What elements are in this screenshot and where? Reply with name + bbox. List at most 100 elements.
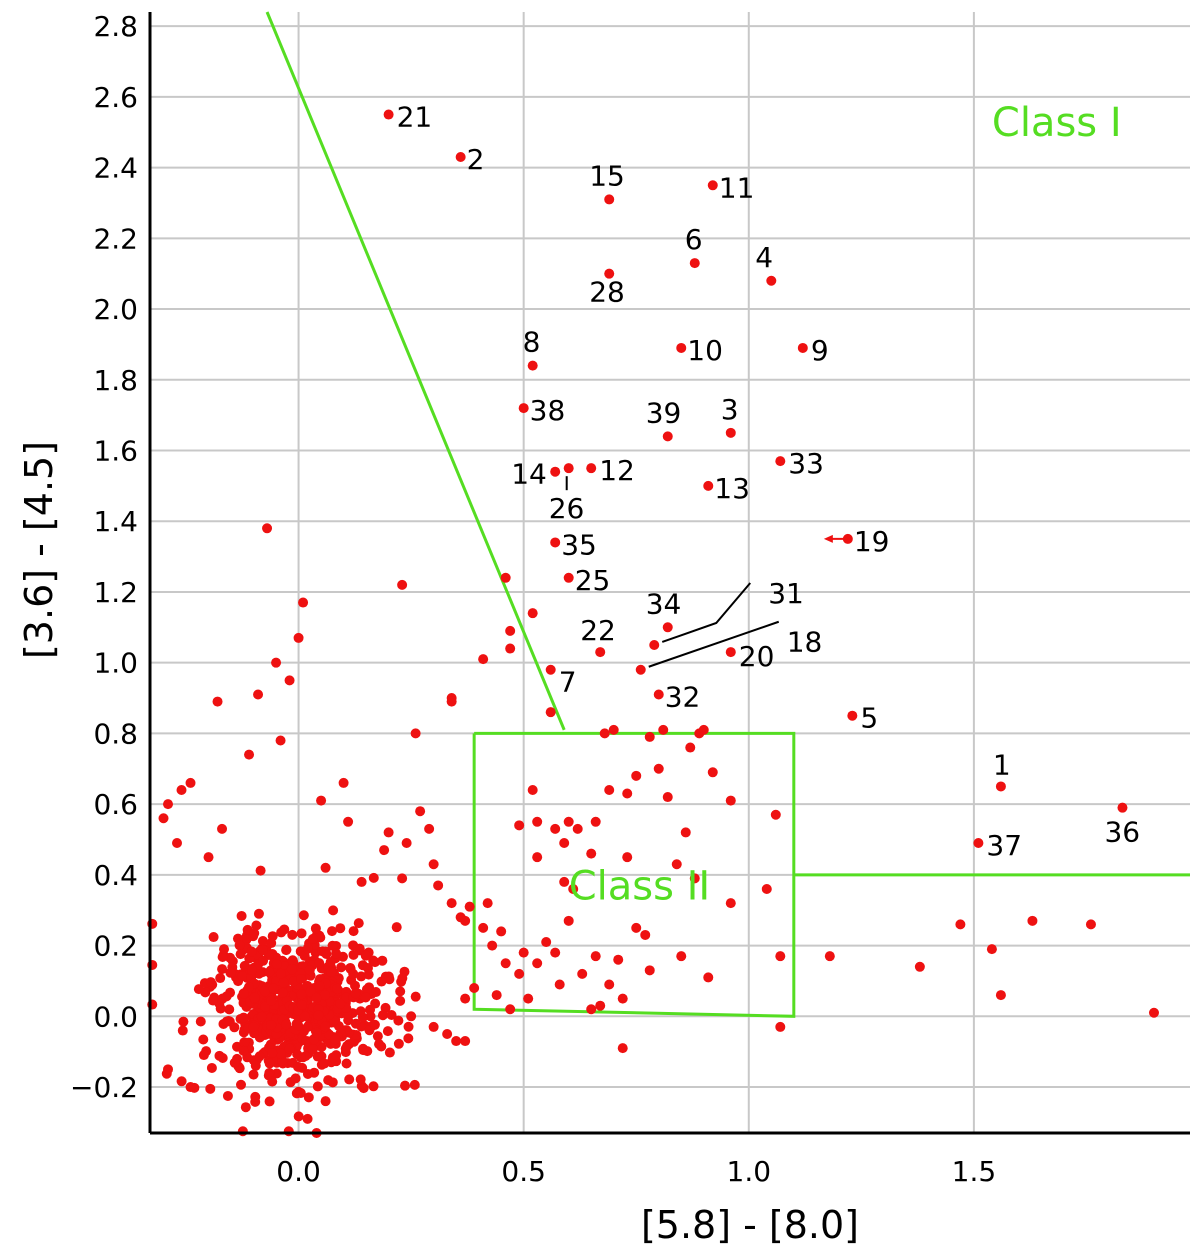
data-point <box>527 784 538 795</box>
data-point <box>577 968 588 979</box>
data-point <box>305 986 316 997</box>
point-label-35: 35 <box>561 528 597 561</box>
data-point <box>253 689 264 700</box>
data-point <box>219 944 230 955</box>
data-point <box>215 973 226 984</box>
point-label-37: 37 <box>986 829 1022 862</box>
data-point <box>368 872 379 883</box>
data-point <box>198 1050 209 1061</box>
data-point <box>267 1076 278 1087</box>
data-point-1 <box>995 781 1006 792</box>
data-point <box>640 929 651 940</box>
data-point <box>215 1003 226 1014</box>
data-point <box>256 1011 267 1022</box>
data-point <box>327 1077 338 1088</box>
y-tick-label: 0.0 <box>93 1000 138 1033</box>
data-point <box>703 972 714 983</box>
point-label-2: 2 <box>467 143 485 176</box>
data-point <box>586 848 597 859</box>
data-point <box>178 1016 189 1027</box>
data-point <box>563 915 574 926</box>
region-label-class-i: Class I <box>992 100 1122 146</box>
data-point <box>631 922 642 933</box>
data-point <box>248 1021 259 1032</box>
data-point <box>446 898 457 909</box>
data-point-6 <box>689 258 700 269</box>
data-point <box>221 1016 232 1027</box>
data-point <box>395 995 406 1006</box>
data-point <box>264 1096 275 1107</box>
data-point <box>328 905 339 916</box>
data-point <box>370 987 381 998</box>
data-point <box>586 1004 597 1015</box>
data-point <box>353 918 364 929</box>
y-tick-label: 1.8 <box>93 364 138 397</box>
data-point <box>550 823 561 834</box>
data-point <box>478 922 489 933</box>
data-point <box>310 923 321 934</box>
data-point <box>500 572 511 583</box>
data-point-11 <box>707 180 718 191</box>
data-point <box>254 1051 265 1062</box>
data-point <box>331 1050 342 1061</box>
data-point <box>320 1021 331 1032</box>
data-point <box>415 806 426 817</box>
data-point <box>550 947 561 958</box>
data-point <box>332 983 343 994</box>
data-point <box>240 1102 251 1113</box>
data-point <box>348 949 359 960</box>
data-point <box>559 876 570 887</box>
data-point <box>217 1052 228 1063</box>
point-label-18: 18 <box>787 626 823 659</box>
data-point-20 <box>725 647 736 658</box>
y-tick-label: 0.6 <box>93 788 138 821</box>
data-point <box>208 995 219 1006</box>
point-label-20: 20 <box>739 640 775 673</box>
data-point <box>505 643 516 654</box>
data-point <box>284 1043 295 1054</box>
point-label-22: 22 <box>580 614 616 647</box>
data-point-8 <box>527 360 538 371</box>
data-point <box>278 977 289 988</box>
data-point <box>725 795 736 806</box>
data-point <box>460 993 471 1004</box>
data-point <box>955 919 966 930</box>
data-point-9 <box>797 342 808 353</box>
data-point <box>247 965 258 976</box>
data-point <box>290 1073 301 1084</box>
data-point <box>327 940 338 951</box>
data-point <box>238 988 249 999</box>
connector-31 <box>661 582 752 643</box>
tick-labels: 0.0 0.5 1.0 1.5 2.8 2.6 2.4 2.2 2.0 1.8 1.6 1.4 1.2 1… <box>70 10 996 1188</box>
class-ii-box <box>472 731 796 1018</box>
data-point <box>393 1015 404 1026</box>
point-label-25: 25 <box>575 564 611 597</box>
y-tick-label: 0.2 <box>93 930 138 963</box>
y-tick-label: 2.8 <box>93 10 138 43</box>
data-point <box>338 777 349 788</box>
data-point-3 <box>725 427 736 438</box>
x-tick-label: 0.5 <box>501 1155 546 1188</box>
data-point <box>365 1011 376 1022</box>
point-label-28: 28 <box>589 276 625 309</box>
data-point-25 <box>563 572 574 583</box>
data-point <box>595 1000 606 1011</box>
data-point <box>460 915 471 926</box>
data-point <box>302 1022 313 1033</box>
point-label-8: 8 <box>523 326 541 359</box>
data-point <box>1027 915 1038 926</box>
data-point <box>725 898 736 909</box>
data-point <box>257 945 268 956</box>
data-point <box>225 967 236 978</box>
data-point <box>319 1058 330 1069</box>
data-point <box>293 1020 304 1031</box>
point-label-38: 38 <box>530 394 566 427</box>
data-point <box>246 946 257 957</box>
data-point <box>563 816 574 827</box>
data-point <box>281 1019 292 1030</box>
data-point <box>287 929 298 940</box>
data-point-31 <box>649 639 660 650</box>
x-tick-label: 1.5 <box>952 1155 997 1188</box>
data-point <box>320 862 331 873</box>
